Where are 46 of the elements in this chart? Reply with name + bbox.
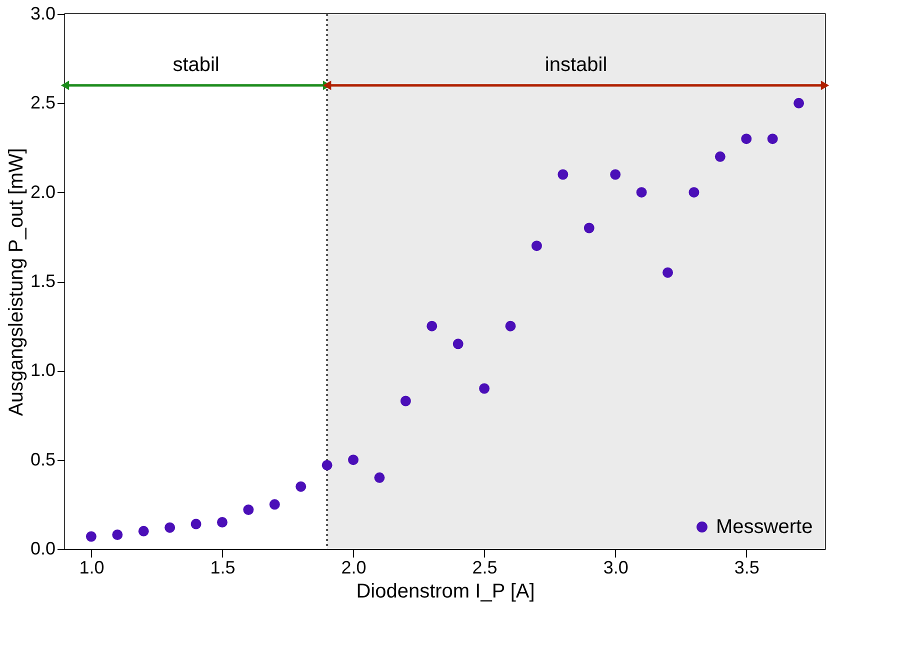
- point: [348, 454, 359, 466]
- point: [138, 526, 149, 536]
- point: [426, 320, 438, 332]
- x-tick-label: 1.5: [210, 558, 236, 578]
- y-tick-label: 2.0: [30, 182, 56, 202]
- point: [322, 460, 332, 470]
- point: [243, 504, 254, 515]
- point: [662, 267, 674, 278]
- point: [296, 481, 306, 492]
- point: [584, 222, 594, 234]
- point: [767, 134, 778, 144]
- point: [714, 151, 726, 162]
- point: [400, 396, 411, 406]
- point: [636, 187, 647, 198]
- point: [794, 98, 804, 108]
- point: [452, 338, 464, 350]
- point: [558, 169, 568, 180]
- y-tick-label: 0.5: [30, 449, 56, 470]
- point: [374, 472, 385, 483]
- x-tick-label: 2.0: [341, 558, 366, 578]
- point: [164, 522, 176, 533]
- y-tick-label: 1.5: [30, 271, 56, 291]
- band-label: instabil: [544, 54, 608, 76]
- y-tick-label: 3.0: [30, 4, 56, 24]
- x-tick-label: 2.5: [472, 558, 498, 578]
- x-tick-label: 1.0: [79, 558, 104, 578]
- band-label: stabil: [172, 54, 220, 76]
- y-tick-label: 2.5: [30, 92, 56, 113]
- point: [86, 531, 96, 542]
- y-tick-label: 1.0: [30, 360, 56, 380]
- point: [216, 517, 228, 528]
- point: [190, 518, 202, 530]
- point: [269, 499, 280, 510]
- x-axis-title: Diodenstrom I_P [A]: [356, 580, 535, 602]
- y-tick-label: 0.0: [30, 538, 56, 558]
- point: [505, 320, 516, 332]
- point: [741, 134, 752, 144]
- x-tick-label: 3.5: [734, 558, 760, 578]
- point: [479, 383, 490, 394]
- point: [112, 530, 123, 540]
- y-axis-title: Ausgangsleistung P_out [mW]: [5, 148, 28, 416]
- x-tick-label: 3.0: [603, 558, 628, 578]
- legend-label: Messwerte: [716, 516, 813, 538]
- point: [688, 187, 700, 198]
- point: [531, 240, 542, 252]
- point: [610, 169, 621, 180]
